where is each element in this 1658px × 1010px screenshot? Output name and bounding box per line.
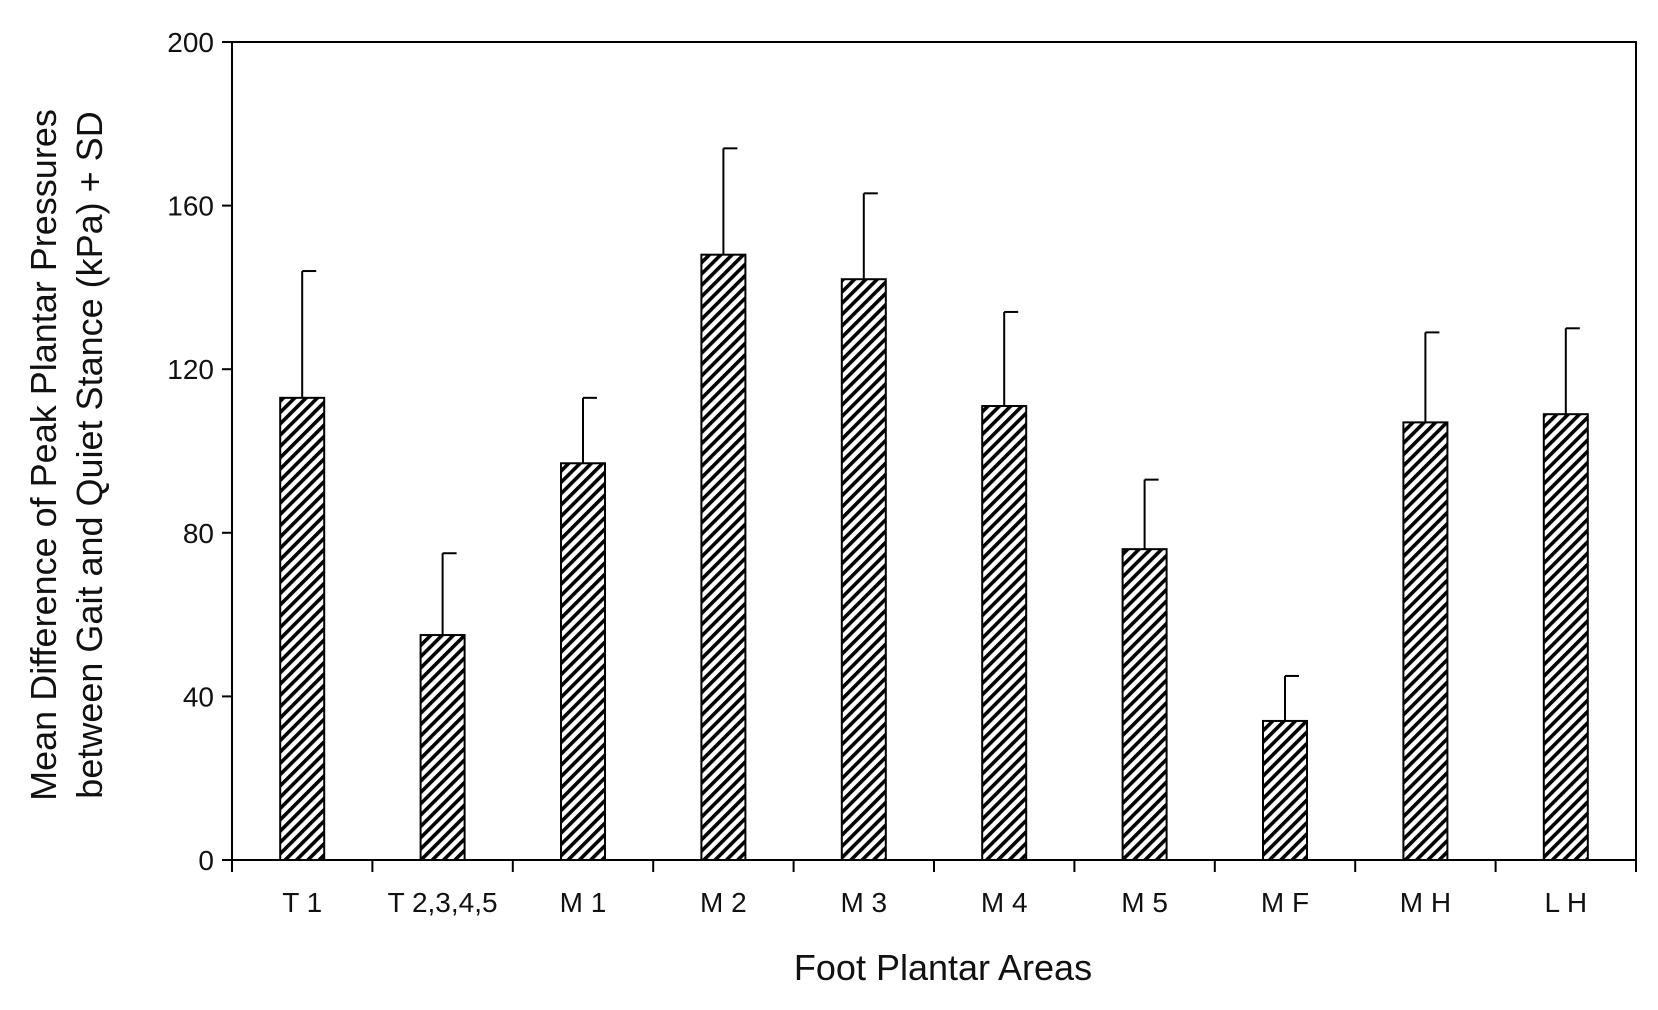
bar-8 xyxy=(1402,421,1449,861)
x-tick-label: M 4 xyxy=(981,887,1028,918)
y-tick-label: 120 xyxy=(167,354,214,385)
x-tick-label: T 2,3,4,5 xyxy=(388,887,498,918)
x-tick-label: M F xyxy=(1261,887,1309,918)
y-axis-title-line-1: Mean Difference of Peak Plantar Pressure… xyxy=(23,109,64,801)
x-tick-label: T 1 xyxy=(282,887,322,918)
x-tick-label: M H xyxy=(1400,887,1451,918)
y-tick-label: 0 xyxy=(198,845,214,876)
bar-2 xyxy=(560,462,606,861)
y-tick-label: 80 xyxy=(183,518,214,549)
x-tick-label: M 5 xyxy=(1121,887,1168,918)
bar-7 xyxy=(1262,719,1308,861)
x-axis-title: Foot Plantar Areas xyxy=(794,947,1092,988)
bar-1 xyxy=(419,634,466,861)
x-tick-label: L H xyxy=(1545,887,1588,918)
bar-4 xyxy=(840,278,887,862)
plot-area: 0 40 80 120 160 200 T 1 T 2,3,4,5 M 1 M 2 M 3 M 4 M … xyxy=(167,27,1637,918)
bar-0 xyxy=(279,396,326,861)
y-tick-label: 40 xyxy=(183,681,214,712)
bar-6 xyxy=(1121,548,1168,861)
x-tick-label: M 3 xyxy=(840,887,887,918)
x-tick-label: M 2 xyxy=(700,887,747,918)
x-tick-label: M 1 xyxy=(560,887,607,918)
y-axis-title-line-2: between Gait and Quiet Stance (kPa) + SD xyxy=(69,111,110,798)
y-tick-label: 200 xyxy=(167,27,214,58)
bar-3 xyxy=(700,253,747,861)
bar-5 xyxy=(981,405,1028,861)
bar-9 xyxy=(1542,413,1589,861)
y-tick-label: 160 xyxy=(167,191,214,222)
